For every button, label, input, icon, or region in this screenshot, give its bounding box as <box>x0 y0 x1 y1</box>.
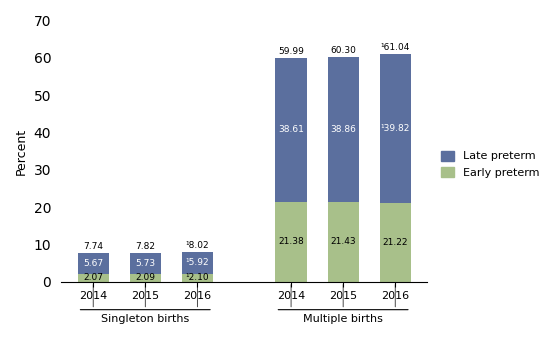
Bar <box>78 274 109 282</box>
Bar <box>129 274 161 282</box>
Text: ¹2.10: ¹2.10 <box>185 273 209 282</box>
Text: ¹5.92: ¹5.92 <box>185 258 209 267</box>
Text: 59.99: 59.99 <box>278 47 304 56</box>
Y-axis label: Percent: Percent <box>15 127 28 175</box>
Text: 7.82: 7.82 <box>136 242 155 251</box>
Text: 5.67: 5.67 <box>83 259 103 268</box>
Text: ¹8.02: ¹8.02 <box>185 241 209 250</box>
Bar <box>181 274 213 282</box>
Text: 21.38: 21.38 <box>278 237 304 246</box>
Text: 38.86: 38.86 <box>330 125 356 134</box>
Text: 60.30: 60.30 <box>330 46 356 55</box>
Bar <box>129 252 161 274</box>
Bar <box>380 202 411 282</box>
Text: 2.09: 2.09 <box>136 273 155 282</box>
Bar <box>78 253 109 274</box>
Bar <box>328 57 359 202</box>
Bar <box>276 58 307 202</box>
Text: 21.43: 21.43 <box>330 237 356 246</box>
Legend: Late preterm, Early preterm: Late preterm, Early preterm <box>437 146 544 182</box>
Text: ¹39.82: ¹39.82 <box>381 124 410 133</box>
Text: 5.73: 5.73 <box>135 259 155 268</box>
Bar <box>380 54 411 202</box>
Text: 2.07: 2.07 <box>83 273 103 282</box>
Bar <box>328 202 359 282</box>
Bar <box>276 202 307 282</box>
Text: Multiple births: Multiple births <box>303 314 383 324</box>
Text: ¹61.04: ¹61.04 <box>381 43 410 52</box>
Text: Singleton births: Singleton births <box>101 314 189 324</box>
Text: 7.74: 7.74 <box>83 242 103 251</box>
Text: 38.61: 38.61 <box>278 125 304 134</box>
Bar <box>181 252 213 274</box>
Text: 21.22: 21.22 <box>382 238 408 247</box>
